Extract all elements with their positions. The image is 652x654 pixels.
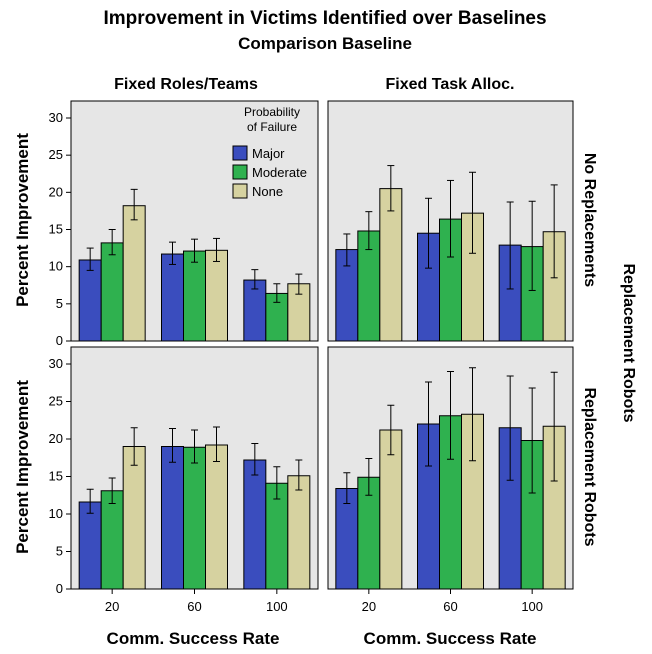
chart-title: Improvement in Victims Identified over B…	[103, 8, 546, 29]
y-tick-label: 15	[49, 469, 63, 484]
y-tick-label: 0	[56, 333, 63, 348]
row-header-replacement-robots: Replacement Robots	[581, 387, 598, 546]
y-tick-label: 25	[49, 147, 63, 162]
y-axis-label-top: Percent Improvement	[13, 133, 32, 307]
y-tick-label: 0	[56, 581, 63, 596]
bar-moderate-20	[100, 242, 124, 342]
bar-none-20	[122, 446, 146, 590]
x-tick-label: 20	[362, 599, 376, 614]
x-tick-label: 100	[266, 599, 288, 614]
panel-3: 0 5 10 15 20 25 30 20 60 100	[49, 346, 319, 614]
x-axis-label-left: Comm. Success Rate	[107, 629, 280, 648]
legend-title: of Failure	[247, 120, 297, 134]
y-tick-label: 30	[49, 110, 63, 125]
x-tick-label: 100	[521, 599, 543, 614]
bar-moderate-60	[183, 446, 206, 590]
legend-label-none: None	[252, 184, 283, 199]
y-tick-label: 20	[49, 184, 63, 199]
legend-swatch-none	[232, 183, 248, 199]
bar-none-20	[122, 205, 146, 342]
legend-label-major: Major	[252, 146, 285, 161]
y-tick-label: 15	[49, 222, 63, 237]
legend-swatch-moderate	[232, 164, 248, 180]
bar-major-20	[78, 501, 102, 590]
chart-subtitle: Comparison Baseline	[238, 34, 412, 53]
panel-4: 20 60 100	[327, 346, 574, 614]
y-tick-label: 25	[49, 394, 63, 409]
x-tick-label: 60	[187, 599, 201, 614]
bar-none-20	[379, 188, 403, 342]
y-axis-label-bottom: Percent Improvement	[13, 380, 32, 554]
y-tick-label: 10	[49, 259, 63, 274]
bar-major-100	[243, 459, 267, 590]
y-tick-label: 10	[49, 506, 63, 521]
panel-2	[327, 100, 574, 342]
bar-none-100	[287, 475, 311, 590]
y-tick-label: 5	[56, 544, 63, 559]
bar-major-60	[161, 446, 184, 590]
row-group-label: Replacement Robots	[620, 263, 637, 422]
y-tick-label: 30	[49, 356, 63, 371]
column-header-fixed-roles-teams: Fixed Roles/Teams	[114, 76, 258, 93]
x-axis-label-right: Comm. Success Rate	[364, 629, 537, 648]
bar-moderate-60	[183, 250, 206, 342]
bar-moderate-20	[100, 490, 124, 590]
x-tick-label: 20	[105, 599, 119, 614]
bar-none-60	[205, 444, 228, 590]
column-header-fixed-task-alloc: Fixed Task Alloc.	[386, 76, 515, 93]
y-tick-label: 5	[56, 296, 63, 311]
row-header-no-replacements: No Replacements	[581, 153, 598, 287]
bar-none-60	[205, 249, 228, 342]
legend-swatch-major	[232, 145, 248, 161]
x-tick-label: 60	[443, 599, 457, 614]
bar-major-60	[161, 253, 184, 342]
bar-major-20	[78, 259, 102, 342]
y-tick-label: 20	[49, 431, 63, 446]
legend-title: Probability	[244, 105, 300, 119]
legend-label-moderate: Moderate	[252, 165, 307, 180]
